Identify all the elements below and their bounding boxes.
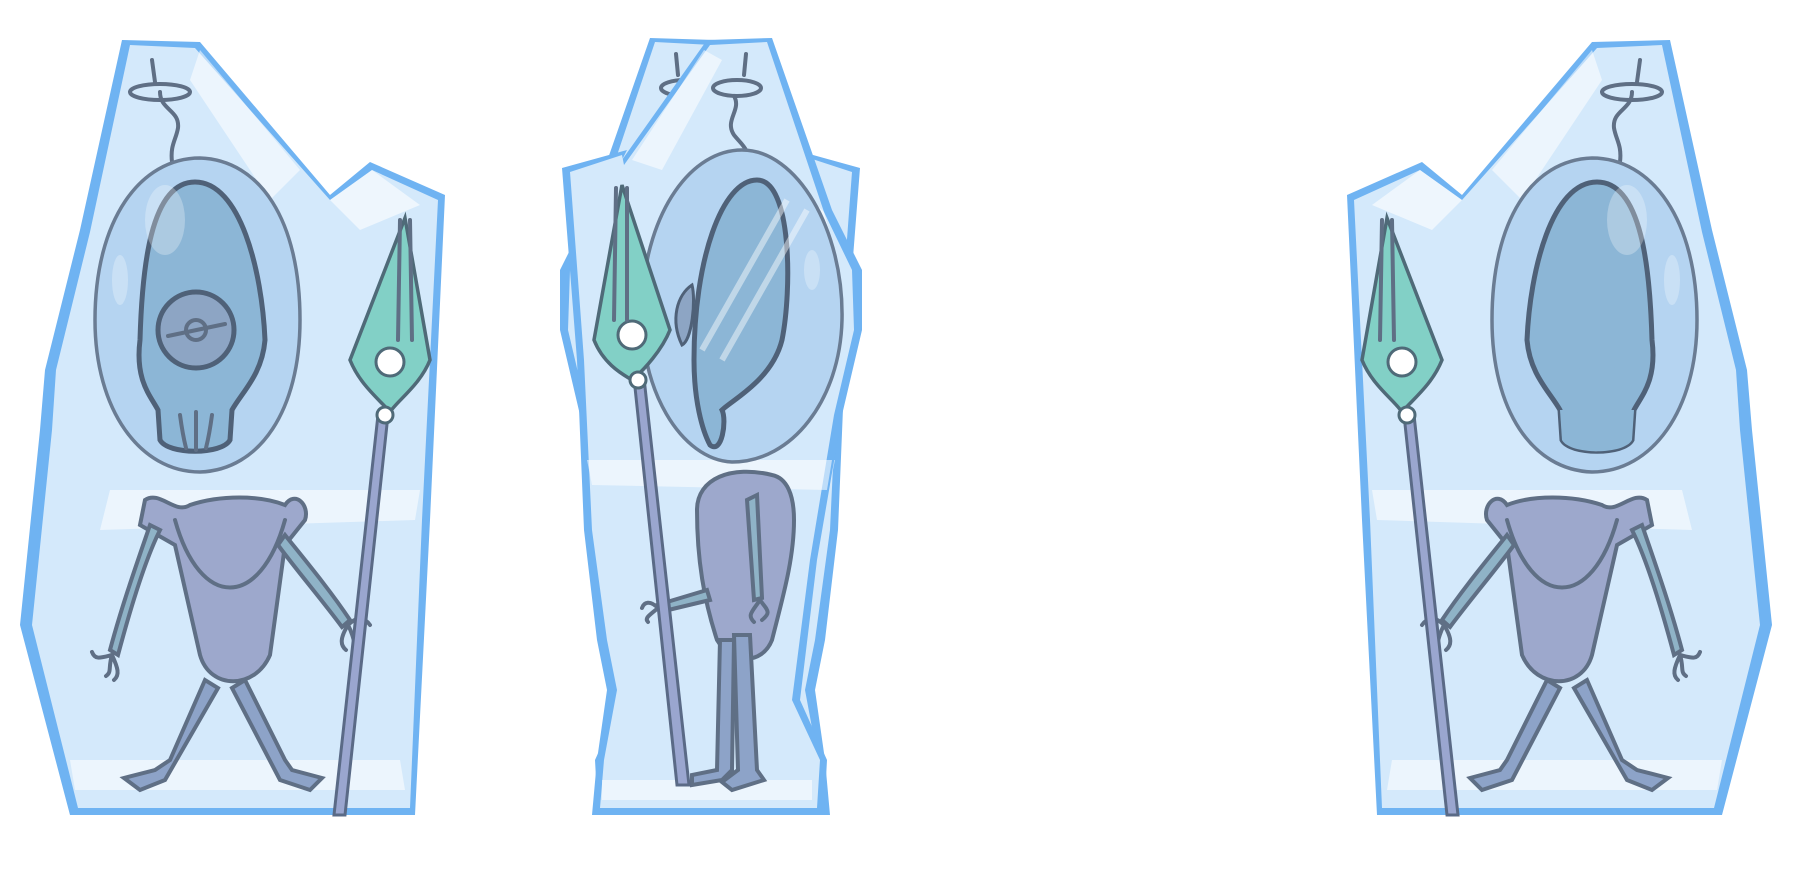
frozen-alien-front-icon (20, 40, 445, 815)
frozen-alien-side-mirrored-icon (562, 38, 862, 815)
frozen-alien-back-icon (1347, 40, 1772, 815)
